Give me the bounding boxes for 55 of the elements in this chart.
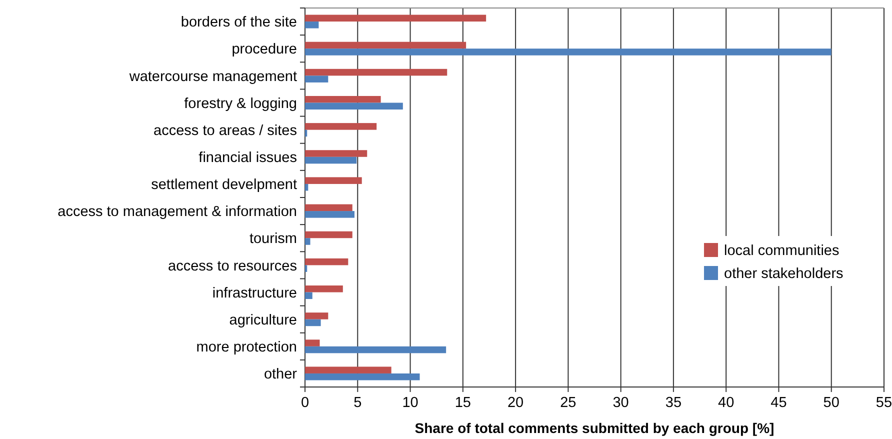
bar xyxy=(305,211,354,218)
x-tick-label: 20 xyxy=(507,395,524,411)
bar xyxy=(305,102,403,110)
x-axis-title: Share of total comments submitted by each group [%] xyxy=(414,420,774,436)
legend-label: local communities xyxy=(724,243,840,260)
bar xyxy=(305,346,446,354)
bar xyxy=(305,285,343,292)
bar xyxy=(305,150,368,157)
y-tick-label: borders of the site xyxy=(180,14,297,31)
bar xyxy=(305,76,328,82)
y-tick-label: access to areas / sites xyxy=(154,122,297,139)
x-tick-label: 10 xyxy=(402,395,418,411)
bar xyxy=(305,340,320,346)
y-tick-label: more protection xyxy=(196,339,297,356)
bar xyxy=(305,373,420,380)
bar xyxy=(305,292,312,300)
y-tick-label: watercourse management xyxy=(128,68,297,85)
x-tick-label: 15 xyxy=(454,395,471,411)
bar xyxy=(305,184,308,191)
x-tick-label: 50 xyxy=(823,395,840,411)
x-tick-label: 30 xyxy=(612,395,629,411)
bar xyxy=(305,366,392,374)
x-tick-label: 0 xyxy=(300,395,310,411)
bar xyxy=(305,312,328,320)
y-tick-label: infrastructure xyxy=(212,285,297,302)
bar xyxy=(305,96,381,103)
bar xyxy=(305,48,832,56)
bar xyxy=(305,319,321,326)
y-tick-label: forestry & logging xyxy=(184,96,297,112)
x-tick-label: 5 xyxy=(354,395,362,411)
x-tick-label: 40 xyxy=(718,395,734,411)
bar xyxy=(305,177,362,184)
x-tick-label: 45 xyxy=(770,395,787,411)
bar xyxy=(305,22,319,28)
legend-label: other stakeholders xyxy=(724,266,844,282)
bar xyxy=(305,14,486,22)
bar xyxy=(305,156,357,164)
bar xyxy=(305,204,352,212)
y-tick-label: access to management & information xyxy=(58,204,297,220)
bar xyxy=(305,42,466,49)
y-tick-label: access to resources xyxy=(168,258,297,274)
bar xyxy=(305,231,352,238)
bar xyxy=(305,238,310,245)
x-tick-label: 55 xyxy=(876,395,892,411)
y-tick-label: settlement develpment xyxy=(151,177,297,194)
y-tick-label: other xyxy=(264,366,298,383)
bar xyxy=(305,123,377,130)
y-tick-label: financial issues xyxy=(198,150,297,166)
x-tick-label: 35 xyxy=(665,395,682,411)
bar xyxy=(305,68,448,76)
y-tick-label: procedure xyxy=(232,42,297,58)
x-tick-label: 25 xyxy=(560,395,576,411)
bar xyxy=(305,258,348,266)
y-tick-label: agriculture xyxy=(229,312,297,328)
y-tick-label: tourism xyxy=(249,231,297,248)
